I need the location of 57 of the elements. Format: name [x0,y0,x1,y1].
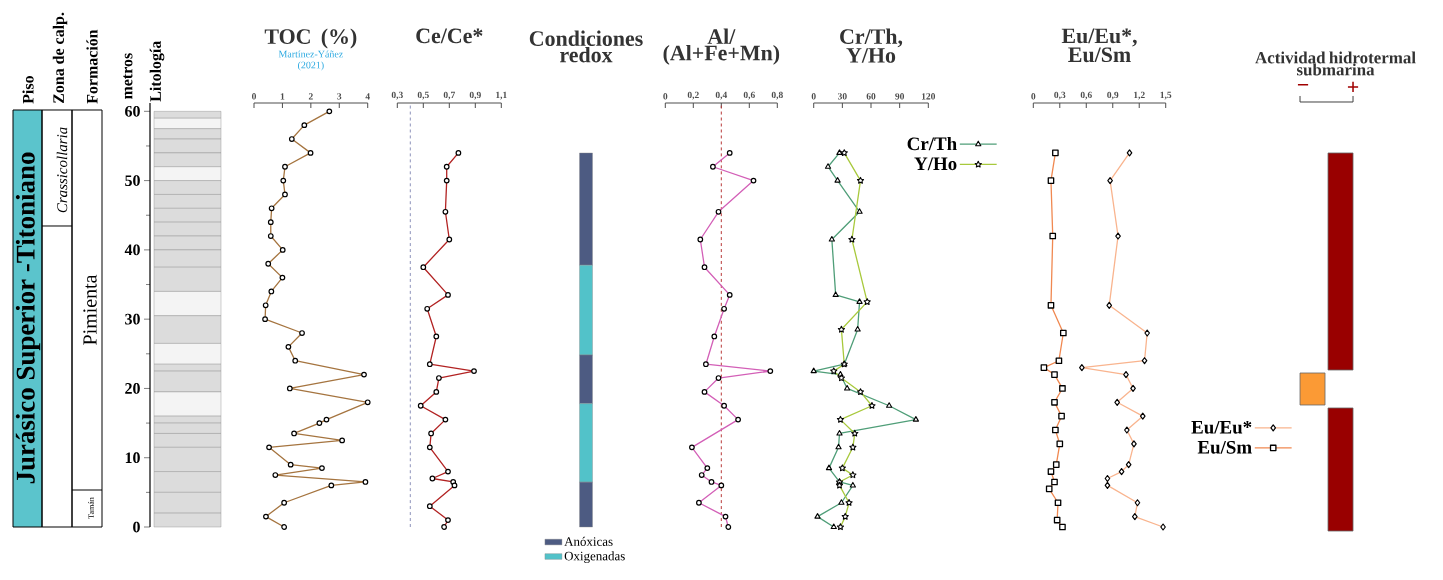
legend-label: Y/Ho [914,157,957,171]
x-tick-label: 1,1 [496,91,507,100]
chart-title: Ce/Ce* [416,28,483,44]
x-tick-label: 0,3 [1054,91,1066,100]
y-tick-label: 50 [125,175,140,186]
x-tick-label: 0 [663,93,668,100]
x-tick-label: 60 [866,93,876,100]
x-tick-label: 0 [252,93,257,100]
text: Piso [22,76,34,104]
x-tick-label: 0,4 [715,91,728,100]
chart-title: TOC (%) [264,28,357,49]
x-tick-label: 1,2 [1134,91,1145,100]
text: Actividad hidrotermal submarina [1255,51,1416,76]
chart-title: Eu/Eu*, Eu/Sm [1061,28,1137,63]
x-tick-label: 0 [811,93,816,100]
y-tick-label: 60 [125,105,140,117]
text: Crassicollaria [56,127,68,213]
text: Formación [86,29,98,104]
y-tick-label: 10 [125,452,140,464]
legend-label: Oxigenadas [564,551,625,564]
y-tick-label: 40 [124,244,140,256]
x-tick-label: 2 [308,93,313,100]
x-tick-label: 0,8 [771,91,783,100]
x-tick-label: 0,9 [1107,91,1119,100]
x-tick-label: 30 [837,93,847,100]
x-tick-label: 1 [280,93,285,100]
x-tick-label: 0,7 [443,91,455,100]
chart-title: Cr/Th, Y/Ho [840,28,903,63]
legend-label: Eu/Eu* [1191,420,1252,434]
chart-title: Condiciones redox [529,30,643,63]
x-tick-label: 90 [895,93,905,100]
y-tick-label: 0 [133,521,140,533]
text: + [1347,81,1359,93]
chart-title: Al/ (Al+Fe+Mn) [663,28,780,65]
x-tick-label: 0,9 [469,91,481,100]
text: Jurásico Superior -Titoniano [15,152,41,484]
x-tick-label: 0 [1031,93,1036,100]
y-axis-title: metros [123,53,133,100]
x-tick-label: 1,5 [1160,91,1172,100]
x-tick-label: 4 [365,93,370,100]
x-tick-label: 0,6 [1080,91,1092,100]
y-tick-label: 30 [125,313,140,325]
text: − [1297,83,1309,86]
x-tick-label: 120 [921,93,936,100]
text: Litología [149,40,165,102]
legend-label: Cr/Th [907,136,957,151]
text: Zona de calp. [52,12,68,104]
legend-label: Anóxicas [564,536,613,546]
chart-subtitle: Martínez-Yáñez (2021) [278,50,343,71]
x-tick-label: 0,2 [687,91,699,100]
x-tick-label: 0,6 [743,91,755,100]
text: Pimienta [83,274,97,345]
x-tick-label: 0,5 [417,91,429,100]
x-tick-label: 3 [337,93,342,100]
x-tick-label: 0,3 [391,91,403,100]
y-tick-label: 20 [125,383,140,394]
legend-label: Eu/Sm [1197,440,1252,454]
